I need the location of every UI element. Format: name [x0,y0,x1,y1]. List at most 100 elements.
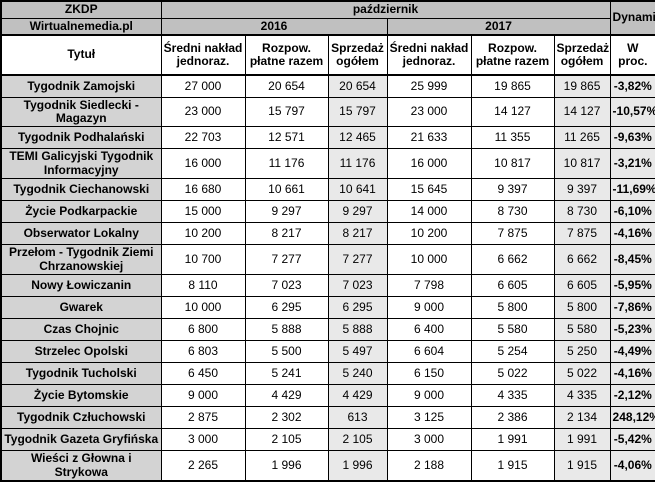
metric-header-sprzedaz-2017: Sprzedaż ogółem [553,34,611,76]
cell-sprzedaz-2016: 7 023 [327,274,388,298]
cell-sprzedaz-2016: 1 996 [327,450,388,482]
cell-naklad-2016: 6 803 [160,340,246,364]
cell-naklad-2017: 15 645 [386,178,472,202]
cell-rozpow-2016: 1 996 [244,450,329,482]
cell-sprzedaz-2017: 19 865 [553,74,611,98]
cell-rozpow-2016: 15 797 [244,96,329,128]
metric-header-rozpow-2017: Rozpow. płatne razem [470,34,555,76]
cell-sprzedaz-2016: 5 497 [327,340,388,364]
cell-dynamics-percent: -8,45% [609,244,655,276]
cell-rozpow-2016: 8 217 [244,222,329,246]
publication-title: Życie Bytomskie [0,384,162,408]
table-row: Tygodnik Zamojski 27 000 20 654 20 654 2… [0,74,655,98]
table-row: Tygodnik Człuchowski 2 875 2 302 613 3 1… [0,406,655,430]
cell-sprzedaz-2016: 10 641 [327,178,388,202]
cell-rozpow-2017: 7 875 [470,222,555,246]
cell-sprzedaz-2017: 14 127 [553,96,611,128]
cell-naklad-2016: 10 000 [160,296,246,320]
cell-naklad-2016: 2 265 [160,450,246,482]
table-row: Życie Podkarpackie 15 000 9 297 9 297 14… [0,200,655,224]
publication-title: Strzelec Opolski [0,340,162,364]
cell-sprzedaz-2017: 4 335 [553,384,611,408]
cell-rozpow-2017: 14 127 [470,96,555,128]
source-label: ZKDP [0,0,162,19]
publication-title: Obserwator Lokalny [0,222,162,246]
cell-sprzedaz-2016: 613 [327,406,388,430]
cell-rozpow-2016: 2 302 [244,406,329,430]
cell-sprzedaz-2017: 2 134 [553,406,611,430]
cell-naklad-2016: 6 800 [160,318,246,342]
cell-rozpow-2016: 5 888 [244,318,329,342]
table-body: Tygodnik Zamojski 27 000 20 654 20 654 2… [0,74,655,482]
publication-title: Tygodnik Podhalański [0,126,162,150]
cell-naklad-2017: 10 000 [386,244,472,276]
cell-dynamics-percent: -9,63% [609,126,655,150]
publication-title: Tygodnik Gazeta Gryfińska [0,428,162,452]
cell-naklad-2017: 25 999 [386,74,472,98]
cell-sprzedaz-2016: 20 654 [327,74,388,98]
table-row: Wieści z Głowna i Strykowa 2 265 1 996 1… [0,450,655,482]
cell-dynamics-percent: -4,06% [609,450,655,482]
cell-naklad-2017: 3 125 [386,406,472,430]
cell-naklad-2016: 15 000 [160,200,246,224]
cell-rozpow-2016: 6 295 [244,296,329,320]
cell-sprzedaz-2017: 7 875 [553,222,611,246]
cell-naklad-2016: 16 680 [160,178,246,202]
cell-rozpow-2017: 6 605 [470,274,555,298]
cell-dynamics-percent: -11,69% [609,178,655,202]
cell-sprzedaz-2017: 11 265 [553,126,611,150]
cell-naklad-2017: 9 000 [386,384,472,408]
cell-naklad-2017: 9 000 [386,296,472,320]
cell-naklad-2016: 27 000 [160,74,246,98]
cell-sprzedaz-2016: 8 217 [327,222,388,246]
cell-rozpow-2017: 9 397 [470,178,555,202]
cell-naklad-2017: 2 188 [386,450,472,482]
cell-rozpow-2016: 12 571 [244,126,329,150]
cell-sprzedaz-2016: 6 295 [327,296,388,320]
table-row: Tygodnik Tucholski 6 450 5 241 5 240 6 1… [0,362,655,386]
cell-rozpow-2017: 8 730 [470,200,555,224]
publication-title: Czas Chojnic [0,318,162,342]
table-row: TEMI Galicyjski Tygodnik Informacyjny 16… [0,148,655,180]
cell-rozpow-2017: 4 335 [470,384,555,408]
cell-rozpow-2017: 1 991 [470,428,555,452]
publication-title: Tygodnik Człuchowski [0,406,162,430]
cell-sprzedaz-2017: 1 991 [553,428,611,452]
cell-rozpow-2016: 10 661 [244,178,329,202]
metric-header-naklad-2017: Średni nakład jednoraz. [386,34,472,76]
month-label: październik [160,0,611,19]
cell-rozpow-2016: 7 277 [244,244,329,276]
cell-dynamics-percent: -2,12% [609,384,655,408]
publication-title: Gwarek [0,296,162,320]
cell-rozpow-2017: 5 580 [470,318,555,342]
cell-dynamics-percent: -5,23% [609,318,655,342]
cell-naklad-2016: 22 703 [160,126,246,150]
publication-title: Tygodnik Tucholski [0,362,162,386]
cell-sprzedaz-2017: 1 915 [553,450,611,482]
cell-naklad-2017: 23 000 [386,96,472,128]
cell-rozpow-2017: 2 386 [470,406,555,430]
cell-naklad-2016: 3 000 [160,428,246,452]
cell-sprzedaz-2016: 7 277 [327,244,388,276]
cell-sprzedaz-2017: 5 250 [553,340,611,364]
cell-rozpow-2017: 5 800 [470,296,555,320]
cell-sprzedaz-2016: 4 429 [327,384,388,408]
cell-rozpow-2016: 5 241 [244,362,329,386]
cell-rozpow-2016: 7 023 [244,274,329,298]
cell-dynamics-percent: -10,57% [609,96,655,128]
table-row: Tygodnik Ciechanowski 16 680 10 661 10 6… [0,178,655,202]
cell-rozpow-2017: 1 915 [470,450,555,482]
cell-sprzedaz-2017: 9 397 [553,178,611,202]
publication-title: Wieści z Głowna i Strykowa [0,450,162,482]
header-row-metrics: Tytuł Średni nakład jednoraz. Rozpow. pł… [0,34,655,76]
cell-rozpow-2016: 4 429 [244,384,329,408]
cell-dynamics-percent: -5,42% [609,428,655,452]
cell-rozpow-2017: 5 022 [470,362,555,386]
year-2016-label: 2016 [160,17,388,36]
cell-rozpow-2016: 20 654 [244,74,329,98]
cell-sprzedaz-2016: 5 888 [327,318,388,342]
publication-title: Przełom - Tygodnik Ziemi Chrzanowskiej [0,244,162,276]
cell-rozpow-2017: 5 254 [470,340,555,364]
publication-title: Nowy Łowiczanin [0,274,162,298]
cell-dynamics-percent: -6,10% [609,200,655,224]
